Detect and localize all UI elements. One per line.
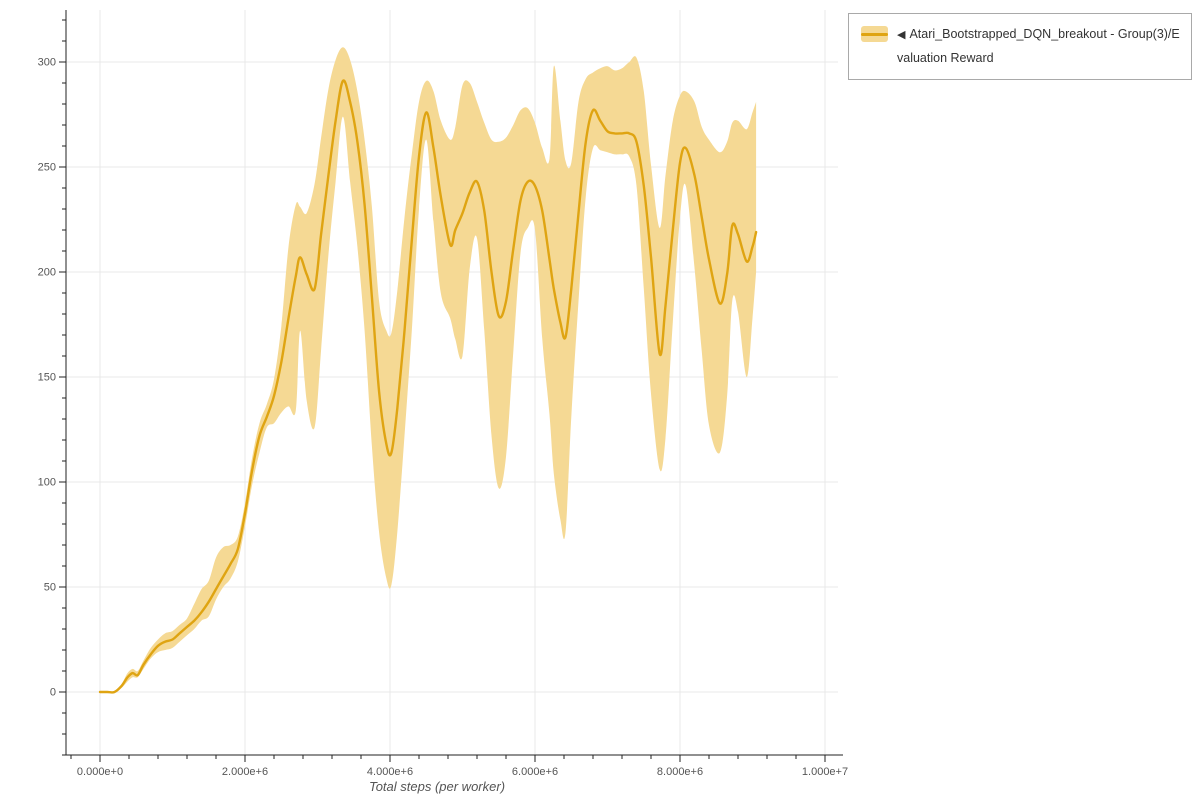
y-tick-label: 150	[38, 372, 56, 384]
series-band	[100, 47, 757, 693]
y-tick-label: 300	[38, 57, 56, 69]
x-tick-label: 4.000e+6	[367, 766, 413, 778]
legend-swatch	[861, 26, 888, 42]
tick-labels: 0.000e+0 2.000e+6 4.000e+6 6.000e+6 8.000e+6…	[38, 57, 848, 779]
y-tick-label: 50	[44, 582, 56, 594]
legend-label: ◀ Atari_Bootstrapped_DQN_breakout - Group…	[897, 23, 1181, 70]
legend-swatch-line-icon	[861, 32, 888, 36]
legend-box[interactable]: ◀ Atari_Bootstrapped_DQN_breakout - Group…	[848, 13, 1192, 80]
y-tick-label: 200	[38, 267, 56, 279]
series-mean-line	[98, 79, 758, 694]
y-tick-label: 250	[38, 162, 56, 174]
axes	[59, 10, 843, 762]
x-tick-label: 8.000e+6	[657, 766, 703, 778]
x-tick-label: 0.000e+0	[77, 766, 123, 778]
x-tick-label: 6.000e+6	[512, 766, 558, 778]
legend-series-name: Atari_Bootstrapped_DQN_breakout - Group(…	[897, 27, 1180, 65]
y-tick-label: 100	[38, 477, 56, 489]
y-tick-label: 0	[50, 687, 56, 699]
run-collapse-triangle-icon: ◀	[897, 29, 906, 41]
x-axis-label: Total steps (per worker)	[369, 779, 505, 794]
x-tick-label: 2.000e+6	[222, 766, 268, 778]
x-tick-label: 1.000e+7	[802, 766, 848, 778]
